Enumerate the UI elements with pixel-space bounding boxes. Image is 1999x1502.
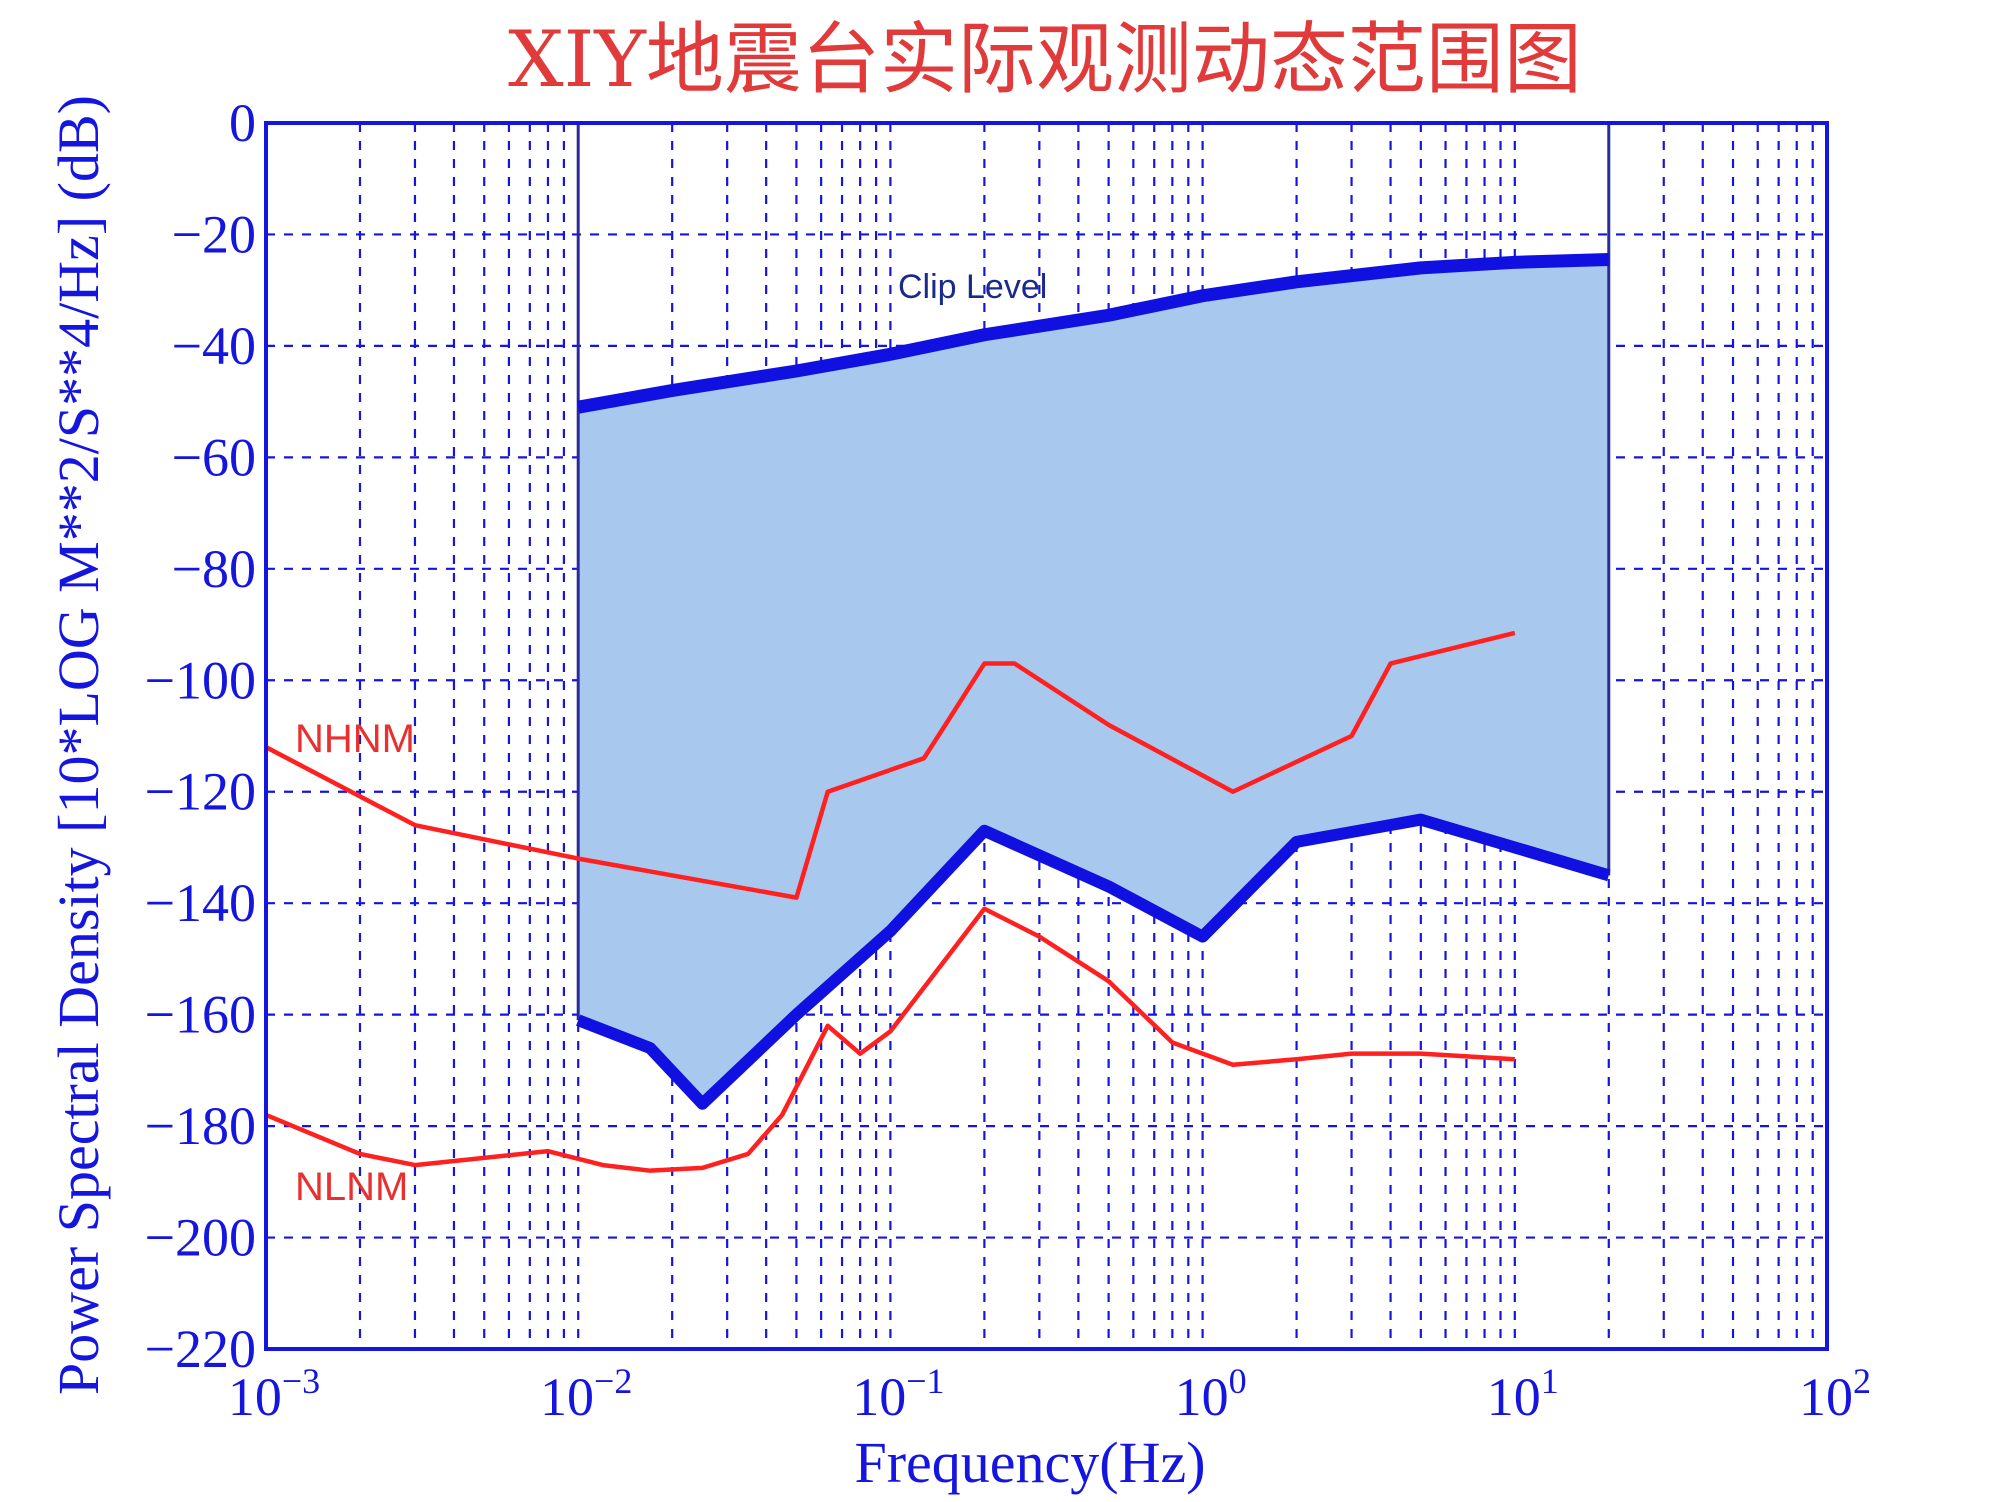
y-tick-labels: 0 −20 −40 −60 −80 −100 −120 −140 −160 −180 −200 −22…	[145, 93, 256, 1379]
y-axis-label: Power Spectral Density [10*LOG M**2/S**4…	[46, 95, 111, 1395]
nhnm-line	[264, 630, 1516, 900]
noise-floor-line	[576, 813, 1611, 1110]
y-tick-label: −180	[145, 1096, 256, 1156]
y-tick-label: −220	[145, 1319, 256, 1379]
y-tick-label: −200	[145, 1208, 256, 1268]
chart-title: XIY地震台实际观测动态范围图	[508, 15, 1582, 105]
x-tick-label: 10−2	[540, 1361, 632, 1427]
dynamic-range-band	[576, 123, 1611, 1110]
y-tick-label: −160	[145, 985, 256, 1045]
clip-level-line	[577, 253, 1609, 414]
nlnm-line	[265, 906, 1515, 1173]
y-tick-label: −120	[145, 762, 256, 822]
y-tick-label: −60	[172, 427, 256, 487]
noise-model-curves	[264, 630, 1516, 1173]
nlnm-annotation: NLNM	[295, 1165, 408, 1209]
band-fill	[578, 259, 1609, 1104]
clip-level-annotation: Clip Level	[898, 268, 1047, 306]
y-tick-label: −40	[172, 316, 256, 376]
y-tick-label: 0	[229, 93, 256, 153]
x-tick-labels: 10−3 10−2 10−1 100 101 102	[228, 1361, 1871, 1427]
x-tick-label: 10−1	[852, 1361, 944, 1427]
x-tick-label: 102	[1799, 1361, 1871, 1427]
nhnm-annotation: NHNM	[295, 717, 415, 761]
x-tick-label: 10−3	[228, 1361, 320, 1427]
x-tick-label: 100	[1175, 1361, 1247, 1427]
plot-frame	[264, 121, 1829, 1351]
y-tick-label: −100	[145, 650, 256, 710]
y-tick-label: −20	[172, 204, 256, 264]
x-tick-label: 101	[1487, 1361, 1559, 1427]
x-axis-label: Frequency(Hz)	[854, 1430, 1205, 1495]
y-tick-label: −80	[172, 539, 256, 599]
y-tick-label: −140	[145, 873, 256, 933]
